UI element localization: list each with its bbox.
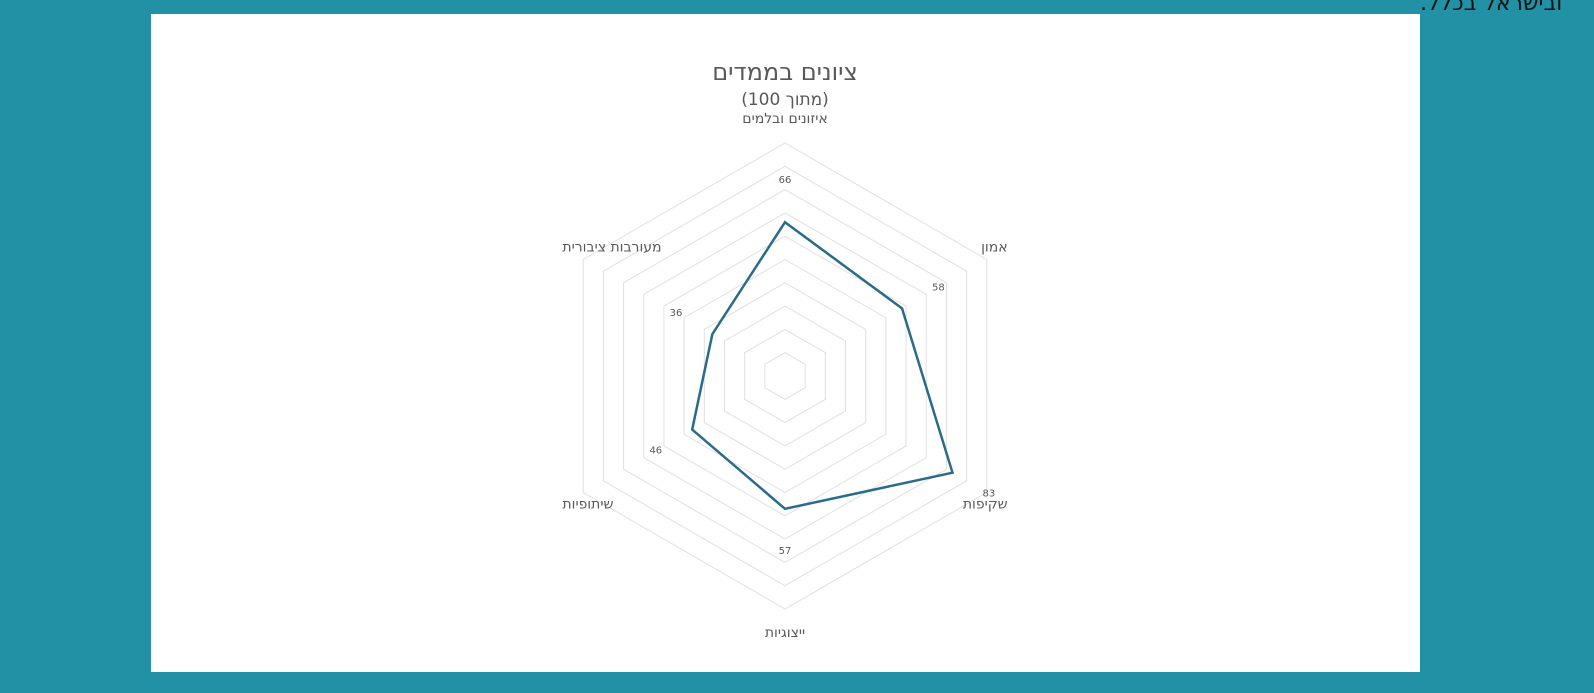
data-label: 57 (779, 546, 792, 557)
axis-label: ייצוגיות (765, 625, 805, 641)
grid-ring (663, 235, 907, 517)
grid-ring (623, 189, 947, 563)
axis-label: שיתופיות (562, 497, 613, 513)
data-label: 66 (779, 175, 792, 186)
grid-ring (744, 328, 826, 424)
grid-ring (602, 165, 968, 587)
chart-title: ציונים בממדים (712, 58, 858, 86)
grid-ring (723, 305, 847, 447)
grid-ring (643, 212, 927, 540)
data-label: 58 (932, 282, 945, 293)
axis-label: איזונים ובלמים (742, 111, 827, 127)
chart-subtitle: (מתוך 100) (741, 90, 829, 110)
axis-label: אמון (981, 240, 1008, 256)
grid-ring (582, 142, 988, 610)
data-label: 36 (670, 308, 683, 319)
axis-label: מעורבות ציבורית (562, 240, 661, 256)
grid-ring (703, 282, 867, 470)
header-text: ובישראל בכלל. (1420, 0, 1562, 16)
data-label: 83 (982, 489, 995, 500)
data-label: 46 (649, 446, 662, 457)
grid-ring (683, 258, 887, 494)
grid-ring (764, 352, 806, 400)
series-line (690, 220, 955, 511)
axis-label: שקיפות (963, 497, 1008, 513)
